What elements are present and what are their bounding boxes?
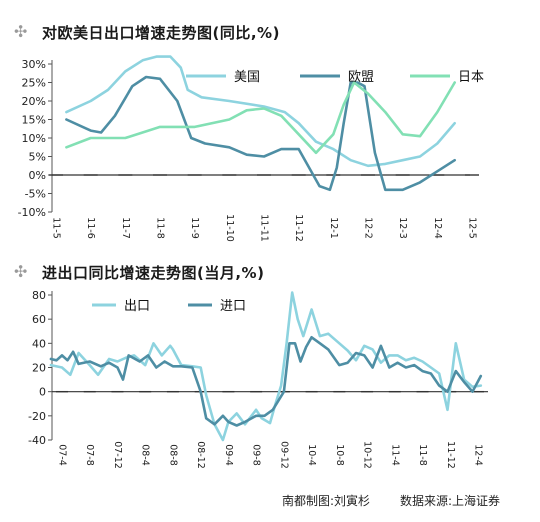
legend-label: 美国: [234, 70, 260, 85]
x-tick-label: 10-4: [306, 444, 317, 466]
footer-author: 南都制图:刘寅杉: [282, 494, 371, 508]
x-tick-label: 12-2: [363, 217, 374, 239]
x-tick-label: 11-7: [120, 217, 131, 239]
y-tick-label: 5%: [29, 151, 46, 164]
x-tick-label: 12-4: [473, 444, 484, 466]
x-tick-label: 12-3: [397, 217, 408, 239]
chart1-x-ticks: 11-5 11-6 11-7 11-8 11-9 11-10 11-11 11-12 12-1 1…: [49, 174, 479, 242]
x-tick-label: 09-8: [251, 444, 262, 466]
x-tick-label: 11-4: [389, 444, 400, 466]
legend-label: 进口: [220, 299, 246, 314]
x-tick-label: 08-12: [195, 441, 206, 469]
series-line-2: [65, 81, 457, 155]
chart1: 30%25%20%15%10%5%0%-5%-10% 11-5 11-6 11-7 1…: [18, 55, 484, 242]
y-tick-label: 20: [32, 362, 46, 375]
x-tick-label: 11-9: [189, 217, 200, 239]
plus-icon: ✣: [14, 262, 28, 281]
x-tick-label: 11-10: [224, 214, 235, 242]
x-tick-label: 12-4: [432, 217, 443, 239]
x-tick-label: 10-8: [334, 444, 345, 466]
chart1-legend: 美国 欧盟 日本: [186, 70, 484, 85]
chart2-series: [49, 291, 483, 442]
chart2-y-ticks: 80 60 40 20 0 -20 -40: [28, 289, 52, 447]
y-tick-label: 40: [32, 337, 46, 350]
footer-source: 数据来源:上海证券: [400, 494, 501, 508]
x-tick-label: 11-6: [85, 217, 96, 239]
y-tick-label: -20: [28, 410, 46, 423]
chart1-title: 对欧美日出口增速走势图(同比,%): [42, 24, 280, 42]
y-tick-label: 10%: [22, 132, 46, 145]
x-tick-label: 12-1: [328, 217, 339, 239]
series-line-1: [65, 75, 457, 192]
chart2-x-ticks: 07-4 07-8 07-12 08-4 08-8 08-12 09-4 09-8 09-12 1…: [56, 390, 484, 469]
x-tick-label: 09-4: [223, 444, 234, 466]
chart1-series: [65, 55, 457, 192]
x-tick-label: 11-8: [155, 217, 166, 239]
plus-icon: ✣: [14, 22, 28, 41]
y-tick-label: 80: [32, 289, 46, 302]
x-tick-label: 11-8: [417, 444, 428, 466]
x-tick-label: 07-12: [112, 441, 123, 469]
chart2: 80 60 40 20 0 -20 -40 07-4 07-8 07-12 08-4 08-8 08-…: [28, 289, 488, 469]
legend-label: 欧盟: [348, 70, 374, 85]
y-tick-label: 25%: [22, 77, 46, 90]
x-tick-label: 11-12: [445, 441, 456, 469]
y-tick-label: 15%: [22, 114, 46, 127]
y-tick-label: -5%: [25, 188, 46, 201]
y-tick-label: 60: [32, 313, 46, 326]
legend-label: 出口: [124, 299, 150, 314]
chart2-grid: [51, 291, 488, 440]
series-line-0: [65, 55, 457, 168]
series-line-0: [49, 291, 483, 442]
legend-label: 日本: [458, 70, 484, 85]
y-tick-label: 30%: [22, 58, 46, 71]
x-tick-label: 11-11: [259, 214, 270, 242]
x-tick-label: 09-12: [278, 441, 289, 469]
chart2-title: 进出口同比增速走势图(当月,%): [42, 264, 265, 282]
y-tick-label: 20%: [22, 95, 46, 108]
chart2-legend: 出口 进口: [92, 299, 246, 314]
x-tick-label: 11-12: [293, 214, 304, 242]
x-tick-label: 12-5: [467, 217, 478, 239]
y-tick-label: 0%: [29, 169, 46, 182]
series-line-1: [49, 335, 483, 427]
y-tick-label: 0: [39, 386, 46, 399]
x-tick-label: 10-12: [362, 441, 373, 469]
x-tick-label: 11-5: [51, 217, 62, 239]
x-tick-label: 08-8: [167, 444, 178, 466]
x-tick-label: 07-4: [57, 444, 68, 466]
chart1-y-ticks: 30% 25% 20% 15% 10% 5% 0% -5% -10%: [18, 58, 52, 219]
x-tick-label: 07-8: [84, 444, 95, 466]
x-tick-label: 08-4: [140, 444, 151, 466]
y-tick-label: -40: [28, 434, 46, 447]
y-tick-label: -10%: [18, 206, 46, 219]
